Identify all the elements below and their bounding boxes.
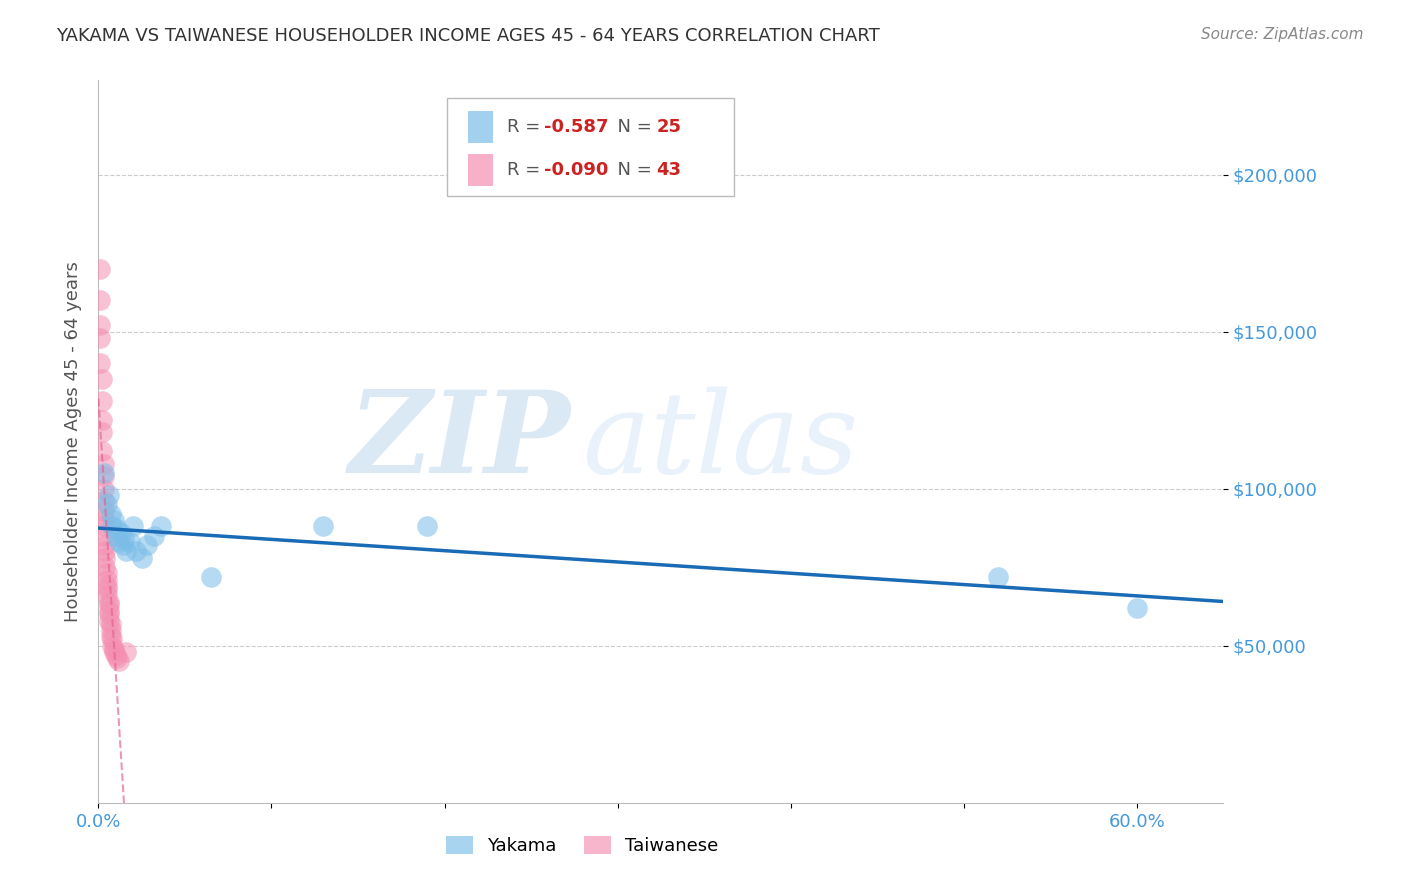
Point [97, 598, 120, 612]
Point [100, 616, 122, 631]
Point [103, 645, 125, 659]
Point [96, 579, 118, 593]
Point [416, 519, 439, 533]
Point [93, 466, 115, 480]
Point [108, 535, 131, 549]
Text: N =: N = [606, 119, 657, 136]
FancyBboxPatch shape [447, 98, 734, 196]
Point [125, 544, 148, 558]
Point [90, 425, 112, 439]
Point [97, 614, 120, 628]
Point [100, 623, 122, 637]
Point [110, 525, 132, 540]
Point [96, 497, 118, 511]
Text: N =: N = [606, 161, 657, 178]
Point [101, 632, 124, 647]
Point [101, 639, 124, 653]
Legend: Yakama, Taiwanese: Yakama, Taiwanese [446, 836, 718, 855]
Point [93, 457, 115, 471]
Text: 25: 25 [657, 119, 682, 136]
Point [115, 645, 138, 659]
Point [118, 535, 141, 549]
Point [104, 648, 127, 662]
FancyBboxPatch shape [468, 112, 494, 143]
Point [93, 494, 115, 508]
Point [93, 469, 115, 483]
Point [149, 519, 172, 533]
Point [90, 412, 112, 426]
Point [93, 503, 115, 517]
Point [96, 573, 118, 587]
Text: R =: R = [506, 119, 546, 136]
Point [312, 519, 335, 533]
Point [89, 356, 111, 370]
Point [107, 523, 129, 537]
Point [97, 604, 120, 618]
Point [104, 529, 127, 543]
Point [107, 651, 129, 665]
Point [97, 607, 120, 622]
Point [100, 507, 122, 521]
Point [115, 544, 138, 558]
Point [89, 318, 111, 333]
Point [94, 560, 117, 574]
Point [108, 655, 131, 669]
Point [89, 331, 111, 345]
Point [93, 513, 115, 527]
FancyBboxPatch shape [468, 153, 494, 186]
Y-axis label: Householder Income Ages 45 - 64 years: Householder Income Ages 45 - 64 years [63, 261, 82, 622]
Point [94, 544, 117, 558]
Point [103, 513, 125, 527]
Point [200, 569, 222, 583]
Text: atlas: atlas [582, 386, 859, 497]
Point [131, 550, 153, 565]
Text: 43: 43 [657, 161, 682, 178]
Point [96, 589, 118, 603]
Point [112, 532, 135, 546]
Point [94, 550, 117, 565]
Point [90, 372, 112, 386]
Point [93, 519, 115, 533]
Point [111, 538, 134, 552]
Point [93, 529, 115, 543]
Point [97, 595, 120, 609]
Text: -0.587: -0.587 [544, 119, 609, 136]
Point [100, 629, 122, 643]
Text: R =: R = [506, 161, 546, 178]
Point [122, 519, 145, 533]
Text: Source: ZipAtlas.com: Source: ZipAtlas.com [1201, 27, 1364, 42]
Point [94, 538, 117, 552]
Text: YAKAMA VS TAIWANESE HOUSEHOLDER INCOME AGES 45 - 64 YEARS CORRELATION CHART: YAKAMA VS TAIWANESE HOUSEHOLDER INCOME A… [56, 27, 880, 45]
Point [89, 293, 111, 308]
Point [1125, 601, 1147, 615]
Point [89, 261, 111, 276]
Point [103, 641, 125, 656]
Text: -0.090: -0.090 [544, 161, 609, 178]
Point [90, 444, 112, 458]
Point [93, 482, 115, 496]
Point [97, 488, 120, 502]
Point [90, 393, 112, 408]
Point [142, 529, 165, 543]
Point [135, 538, 157, 552]
Text: ZIP: ZIP [349, 386, 571, 497]
Point [96, 582, 118, 597]
Point [96, 566, 118, 581]
Point [987, 569, 1010, 583]
Point [101, 519, 124, 533]
